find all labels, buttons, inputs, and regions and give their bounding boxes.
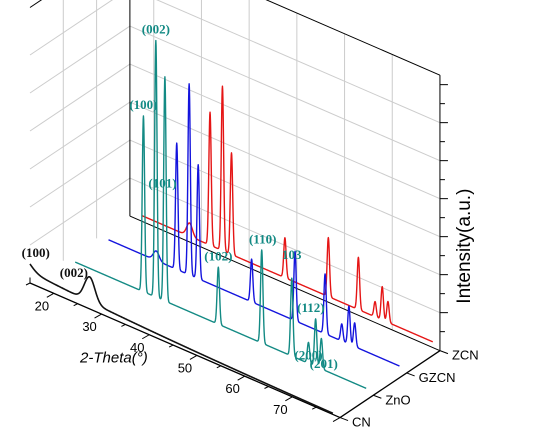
- back-wall-gridline: [129, 139, 441, 276]
- back-wall-gridline: [129, 177, 441, 314]
- back-wall-gridline: [129, 25, 441, 162]
- back-wall-gridline: [156, 0, 441, 124]
- x-tick-label: 50: [178, 360, 192, 375]
- x-axis-tick: [73, 303, 78, 307]
- axes-layer: 20 30 40 50 60 70 2-Theta(°) CN ZnO GZCN ZCN Intens…: [25, 0, 479, 430]
- back-wall-gridline: [129, 101, 441, 238]
- label-layer: (100) (002) (100) (002) (101) (102) (110) 103 (1…: [22, 22, 338, 371]
- x-tick-label: 30: [82, 319, 96, 334]
- back-top-edge: [265, 0, 441, 76]
- peak-label: (112): [297, 300, 324, 315]
- peak-label: (100): [129, 97, 157, 112]
- series-tick-label: ZCN: [452, 348, 479, 363]
- back-wall-gridline: [129, 63, 441, 200]
- series-tick-label: CN: [352, 415, 371, 430]
- peak-label: (002): [60, 265, 88, 280]
- peak-label: 103: [282, 247, 302, 262]
- x-axis-tick: [94, 313, 102, 319]
- x-axis-tick: [264, 386, 269, 389]
- x-tick-label: 20: [35, 298, 49, 313]
- x-axis-tick: [168, 344, 174, 348]
- x-axis-tick: [25, 282, 31, 286]
- series-line-zno: [74, 39, 367, 389]
- peak-label: (201): [310, 356, 338, 371]
- series-axis-tick: [373, 394, 382, 399]
- peak-label: (110): [249, 231, 276, 246]
- peak-label: (200): [294, 347, 322, 362]
- left-top-edge: [29, 0, 43, 8]
- y-axis-title: Intensity(a.u.): [454, 189, 475, 304]
- back-floor-edge: [129, 215, 441, 352]
- peak-label: (100): [22, 245, 50, 260]
- series-layer: [29, 39, 434, 414]
- side-wall-gridline: [29, 25, 131, 94]
- side-wall-gridline: [29, 139, 131, 208]
- side-wall-gridline: [29, 63, 131, 132]
- x-axis-tick: [189, 355, 198, 360]
- x-axis-tick: [46, 292, 55, 298]
- series-tick-label: ZnO: [385, 392, 410, 407]
- x-axis-tick: [216, 365, 222, 369]
- x-axis-tick: [285, 396, 293, 402]
- x-axis-tick: [237, 375, 245, 381]
- x-axis-tick: [311, 406, 317, 410]
- series-axis-tick: [439, 350, 449, 355]
- series-axis-tick: [339, 417, 349, 422]
- x-axis-tick: [121, 323, 126, 327]
- peak-label: (102): [204, 248, 232, 263]
- side-wall-gridline: [29, 177, 131, 246]
- side-wall-gridline: [29, 0, 114, 56]
- x-tick-label: 40: [130, 340, 144, 355]
- x-axis-tick: [142, 334, 150, 340]
- series-axis-tick: [406, 372, 415, 377]
- grid-layer: [29, 0, 441, 330]
- x-tick-label: 60: [225, 381, 239, 396]
- x-tick-label: 70: [273, 402, 287, 417]
- x-axis-line: [29, 282, 341, 419]
- series-line-zcn: [141, 85, 434, 343]
- x-axis-tick: [332, 417, 341, 422]
- series-line-gzcn: [108, 83, 400, 367]
- peak-label: (101): [148, 176, 176, 191]
- x-axis-title: 2-Theta(°): [79, 349, 148, 366]
- series-tick-label: GZCN: [419, 370, 456, 385]
- side-wall-gridline: [29, 101, 131, 170]
- peak-label: (002): [142, 22, 170, 37]
- series-line-cn: [29, 263, 334, 414]
- series-axis-line: [339, 350, 441, 419]
